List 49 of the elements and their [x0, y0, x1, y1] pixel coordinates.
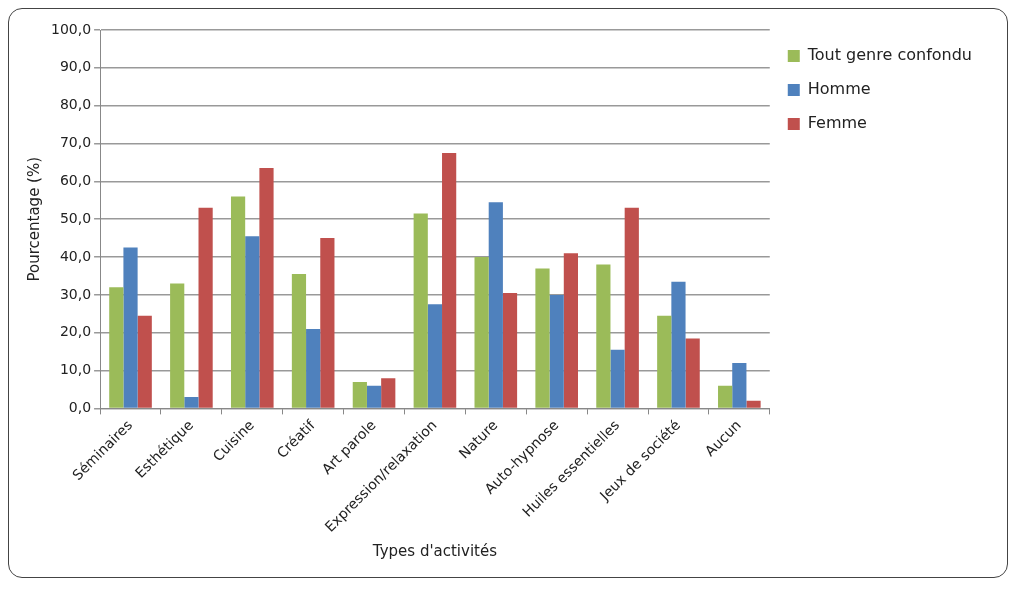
x-axis-title: Types d'activités: [371, 541, 498, 560]
bar: [442, 152, 457, 408]
y-tick-label: 60,0: [59, 172, 92, 188]
bar: [610, 349, 625, 408]
bar: [198, 207, 213, 408]
y-tick-label: 50,0: [59, 209, 92, 226]
legend-label: Femme: [807, 113, 867, 133]
bar: [596, 264, 611, 408]
y-tick-label: 40,0: [59, 247, 92, 264]
y-tick-label: 10,0: [59, 361, 92, 378]
bar: [245, 236, 260, 408]
bar: [291, 274, 307, 408]
bar: [320, 238, 335, 408]
bar: [381, 378, 396, 408]
bar: [488, 202, 503, 408]
bar: [427, 304, 443, 408]
bar: [230, 196, 246, 408]
bar: [352, 381, 367, 408]
bar: [563, 253, 578, 408]
y-tick-label: 30,0: [59, 285, 92, 302]
bar: [685, 338, 700, 408]
bar: [624, 207, 639, 408]
y-tick-label: 90,0: [59, 58, 92, 75]
y-tick-label: 0,0: [68, 399, 92, 416]
bar: [366, 385, 382, 408]
bar: [474, 257, 489, 408]
y-axis-title: Pourcentage (%): [24, 156, 43, 282]
bar: [259, 168, 274, 408]
bar: [657, 315, 672, 408]
bar: [549, 294, 564, 408]
legend-label: Homme: [807, 79, 871, 99]
y-tick-label: 80,0: [59, 96, 92, 113]
bar: [732, 362, 747, 408]
legend-label: Tout genre confondu: [806, 45, 973, 65]
bar: [718, 385, 733, 408]
y-tick-label: 100,0: [50, 20, 92, 37]
bar: [109, 287, 124, 408]
bar: [413, 213, 428, 408]
y-tick-label: 70,0: [59, 134, 92, 151]
bar: [535, 268, 550, 408]
bar: [671, 281, 686, 408]
bar: [746, 400, 761, 408]
bar: [123, 247, 138, 408]
bar: [306, 328, 321, 408]
y-tick-label: 20,0: [59, 323, 92, 340]
bar: [184, 397, 199, 408]
bar: [137, 315, 152, 408]
bar: [502, 292, 518, 408]
bar: [170, 283, 185, 408]
